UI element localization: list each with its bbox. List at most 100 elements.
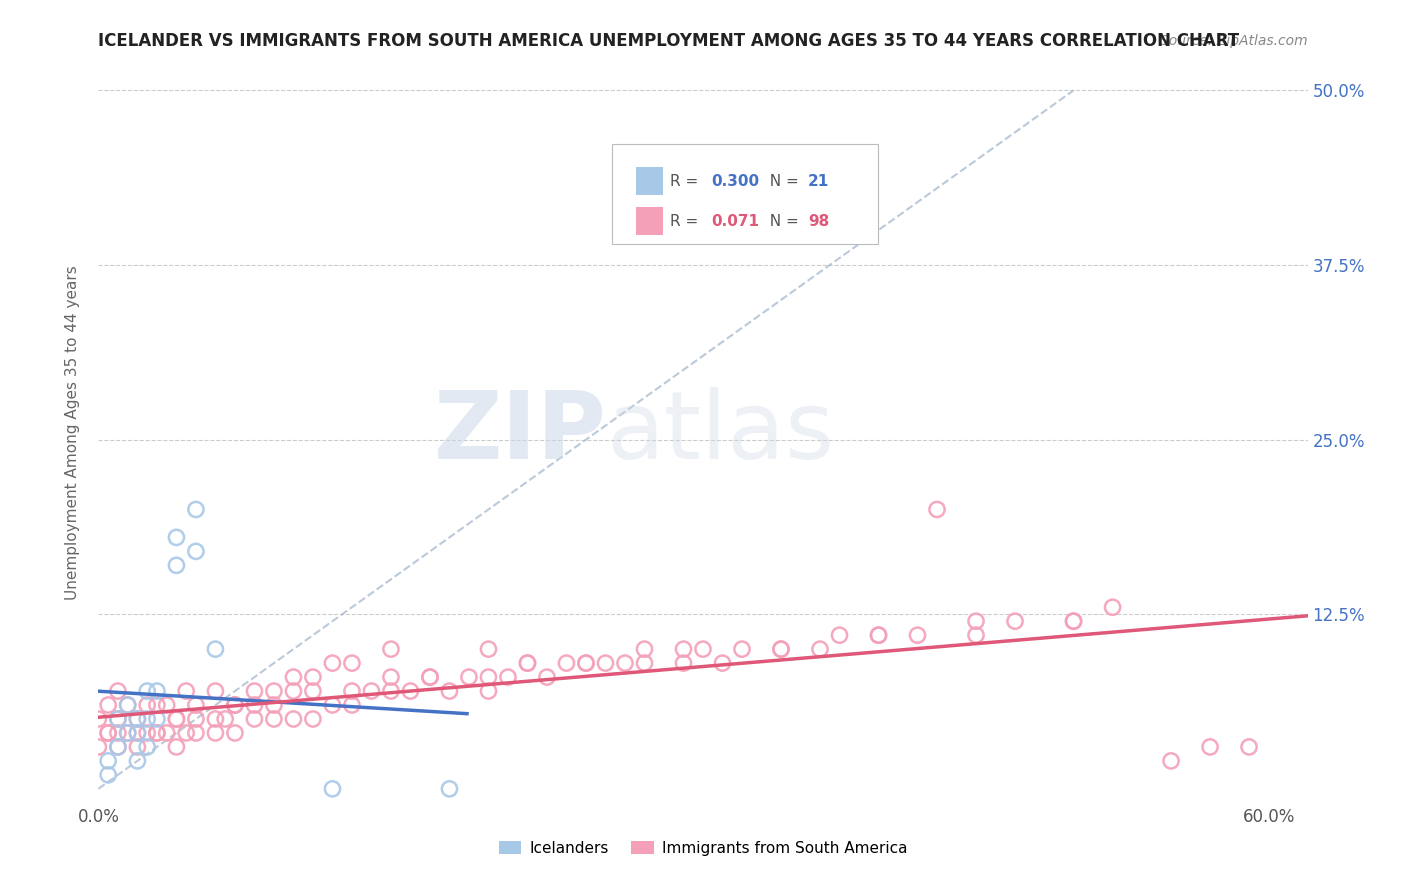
Point bbox=[477, 684, 499, 698]
Point bbox=[711, 656, 734, 670]
Point bbox=[107, 712, 129, 726]
Point bbox=[769, 642, 792, 657]
Point bbox=[731, 642, 754, 657]
Point bbox=[117, 726, 139, 740]
Point bbox=[965, 628, 987, 642]
Point bbox=[633, 656, 655, 670]
Point bbox=[516, 656, 538, 670]
Point bbox=[965, 614, 987, 628]
Point bbox=[243, 698, 266, 712]
Point bbox=[1004, 614, 1026, 628]
Point bbox=[769, 642, 792, 657]
Point bbox=[127, 754, 149, 768]
Point bbox=[1237, 739, 1260, 754]
Point bbox=[184, 698, 207, 712]
Point bbox=[127, 739, 149, 754]
Point bbox=[146, 726, 169, 740]
Point bbox=[214, 712, 236, 726]
Point bbox=[458, 670, 481, 684]
Point bbox=[419, 670, 441, 684]
Point bbox=[204, 642, 226, 657]
Bar bbox=[637, 207, 664, 235]
Point bbox=[380, 684, 402, 698]
Point bbox=[174, 684, 197, 698]
Point bbox=[184, 502, 207, 516]
Point bbox=[136, 726, 159, 740]
Text: R =: R = bbox=[671, 213, 703, 228]
Point bbox=[243, 684, 266, 698]
Point bbox=[156, 726, 179, 740]
Point bbox=[828, 628, 851, 642]
Point bbox=[575, 656, 598, 670]
Point bbox=[117, 698, 139, 712]
Point bbox=[477, 670, 499, 684]
Point bbox=[97, 726, 120, 740]
Point bbox=[165, 712, 187, 726]
Point bbox=[107, 684, 129, 698]
Point bbox=[340, 698, 363, 712]
Point bbox=[1101, 600, 1123, 615]
Point bbox=[360, 684, 382, 698]
Point bbox=[1063, 614, 1085, 628]
Point bbox=[146, 726, 169, 740]
Text: ICELANDER VS IMMIGRANTS FROM SOUTH AMERICA UNEMPLOYMENT AMONG AGES 35 TO 44 YEAR: ICELANDER VS IMMIGRANTS FROM SOUTH AMERI… bbox=[98, 32, 1240, 50]
Bar bbox=[637, 167, 664, 195]
Point bbox=[1063, 614, 1085, 628]
Point bbox=[263, 684, 285, 698]
Point bbox=[184, 544, 207, 558]
Point bbox=[156, 698, 179, 712]
Point bbox=[1160, 754, 1182, 768]
Point bbox=[868, 628, 890, 642]
Point bbox=[127, 726, 149, 740]
Point bbox=[224, 726, 246, 740]
Point bbox=[204, 726, 226, 740]
Point bbox=[127, 712, 149, 726]
Point bbox=[243, 712, 266, 726]
Point bbox=[321, 781, 343, 796]
Point bbox=[302, 712, 325, 726]
Point bbox=[516, 656, 538, 670]
Point bbox=[321, 698, 343, 712]
Point bbox=[439, 684, 461, 698]
Point bbox=[302, 670, 325, 684]
Text: Source: ZipAtlas.com: Source: ZipAtlas.com bbox=[1160, 34, 1308, 47]
Point bbox=[174, 726, 197, 740]
Text: ZIP: ZIP bbox=[433, 386, 606, 479]
Text: N =: N = bbox=[759, 213, 803, 228]
Point bbox=[340, 684, 363, 698]
Point bbox=[419, 670, 441, 684]
Point bbox=[263, 698, 285, 712]
Point bbox=[340, 656, 363, 670]
Point bbox=[165, 712, 187, 726]
Text: R =: R = bbox=[671, 174, 703, 188]
Point bbox=[614, 656, 637, 670]
Point bbox=[907, 628, 929, 642]
Point bbox=[165, 530, 187, 544]
Point bbox=[97, 754, 120, 768]
Point bbox=[117, 698, 139, 712]
Point bbox=[184, 712, 207, 726]
Point bbox=[399, 684, 422, 698]
Legend: Icelanders, Immigrants from South America: Icelanders, Immigrants from South Americ… bbox=[492, 835, 914, 862]
Point bbox=[439, 781, 461, 796]
Point bbox=[672, 656, 695, 670]
Point bbox=[283, 712, 305, 726]
Point bbox=[136, 712, 159, 726]
Point bbox=[127, 726, 149, 740]
Point bbox=[204, 712, 226, 726]
Point bbox=[380, 670, 402, 684]
Point bbox=[925, 502, 948, 516]
Point bbox=[263, 712, 285, 726]
Text: 0.300: 0.300 bbox=[711, 174, 759, 188]
Text: 98: 98 bbox=[808, 213, 830, 228]
FancyBboxPatch shape bbox=[613, 144, 879, 244]
Point bbox=[302, 684, 325, 698]
Point bbox=[107, 712, 129, 726]
Text: atlas: atlas bbox=[606, 386, 835, 479]
Point bbox=[868, 628, 890, 642]
Point bbox=[117, 726, 139, 740]
Point bbox=[575, 656, 598, 670]
Point bbox=[87, 712, 110, 726]
Text: 21: 21 bbox=[808, 174, 830, 188]
Point bbox=[136, 739, 159, 754]
